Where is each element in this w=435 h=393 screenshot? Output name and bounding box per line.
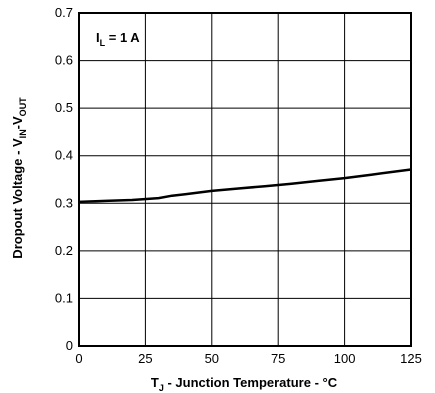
annotation-symbol: I [96, 30, 100, 45]
y-axis-title-text-2: -V [10, 116, 25, 129]
x-axis-title: TJ - Junction Temperature - °C [151, 375, 338, 393]
load-current-annotation: IL = 1 A [96, 30, 140, 48]
y-axis-title-text: Dropout Voltage - V [10, 138, 25, 259]
y-axis-title-subscript-in: IN [18, 129, 28, 138]
y-axis-title: Dropout Voltage - VIN-VOUT [10, 97, 28, 259]
x-tick-label-2: 50 [205, 351, 219, 366]
y-axis-title-subscript-out: OUT [18, 97, 28, 117]
annotation-subscript: L [100, 38, 106, 48]
x-tick-label-3: 75 [271, 351, 285, 366]
annotation-value: = 1 A [105, 30, 140, 45]
grid-lines [78, 12, 412, 347]
y-tick-label-5: 0.5 [55, 100, 73, 115]
y-tick-label-6: 0.6 [55, 53, 73, 68]
x-tick-label-4: 100 [334, 351, 356, 366]
y-tick-label-2: 0.2 [55, 243, 73, 258]
x-tick-labels: 0 25 50 75 100 125 [75, 351, 421, 366]
y-tick-label-3: 0.3 [55, 195, 73, 210]
series-line-0 [78, 168, 412, 204]
x-axis-title-symbol: T [151, 375, 159, 390]
y-tick-label-1: 0.1 [55, 290, 73, 305]
y-tick-label-7: 0.7 [55, 5, 73, 20]
series-layer [78, 168, 412, 204]
x-axis-title-subscript: J [159, 383, 164, 393]
y-tick-label-4: 0.4 [55, 148, 73, 163]
x-tick-label-5: 125 [400, 351, 422, 366]
x-axis-title-text: - Junction Temperature - °C [164, 375, 338, 390]
y-tick-label-0: 0 [66, 338, 73, 353]
x-tick-label-0: 0 [75, 351, 82, 366]
plot-frame [78, 12, 412, 347]
x-tick-label-1: 25 [138, 351, 152, 366]
y-tick-labels: 0 0.1 0.2 0.3 0.4 0.5 0.6 0.7 [55, 5, 73, 353]
